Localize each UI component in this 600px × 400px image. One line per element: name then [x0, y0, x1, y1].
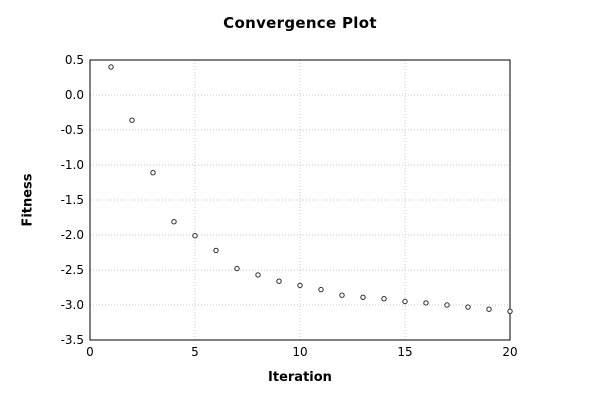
scatter-point [234, 265, 240, 272]
scatter-point [465, 304, 471, 310]
y-axis-label: Fitness [21, 173, 36, 226]
scatter-point [381, 296, 387, 302]
scatter-point [360, 294, 366, 300]
x-tick-label: 15 [397, 345, 412, 359]
chart-title: Convergence Plot [223, 14, 377, 32]
data-points [108, 64, 513, 314]
scatter-point [297, 282, 303, 289]
scatter-point [276, 278, 282, 284]
scatter-point [402, 298, 408, 305]
x-tick-label: 5 [191, 345, 199, 359]
x-tick-labels: 0 5 10 15 20 [86, 345, 517, 359]
y-tick-label: -3.5 [61, 333, 84, 347]
y-tick-label: 0.0 [65, 88, 84, 102]
scatter-point [150, 170, 156, 176]
gridlines [90, 60, 510, 340]
x-axis-label: Iteration [268, 370, 332, 385]
scatter-point [486, 306, 492, 312]
scatter-point [171, 219, 177, 225]
y-tick-label: -1.0 [61, 158, 84, 172]
x-tick-label: 10 [292, 345, 307, 359]
scatter-point [444, 302, 450, 308]
scatter-point [318, 286, 324, 293]
scatter-point [108, 64, 114, 70]
y-tick-label: -1.5 [61, 193, 84, 207]
scatter-point [192, 233, 198, 239]
scatter-point [213, 247, 219, 254]
y-tick-label: -3.0 [61, 298, 84, 312]
y-tick-label: -2.5 [61, 263, 84, 277]
scatter-point [339, 292, 345, 298]
scatter-point [255, 272, 261, 278]
x-tick-label: 20 [502, 345, 517, 359]
scatter-point [423, 300, 429, 306]
y-tick-label: -0.5 [61, 123, 84, 137]
plot-border [89, 59, 511, 341]
scatter-point [129, 117, 135, 123]
y-tick-label: -2.0 [61, 228, 84, 242]
y-tick-labels: 0.5 0.0 -0.5 -1.0 -1.5 -2.0 -2.5 -3.0 -3.5 [61, 53, 84, 347]
x-tick-label: 0 [86, 345, 94, 359]
y-tick-label: 0.5 [65, 53, 84, 67]
scatter-point [507, 308, 513, 314]
